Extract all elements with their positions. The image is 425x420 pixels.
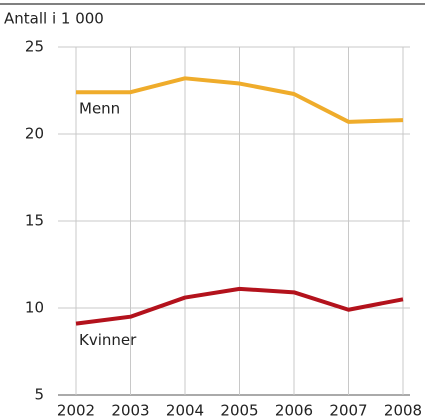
series-line <box>75 286 404 326</box>
x-tick-label: 2004 <box>166 402 204 420</box>
series-label: Kvinner <box>79 331 137 349</box>
y-tick-label: 25 <box>25 38 44 56</box>
x-tick-label: 2005 <box>220 402 258 420</box>
x-tick-label: 2003 <box>111 402 149 420</box>
y-axis-label: Antall i 1 000 <box>4 10 104 28</box>
x-tick-label: 2002 <box>57 402 95 420</box>
series-line <box>76 76 404 124</box>
y-tick-label: 20 <box>25 125 44 143</box>
y-tick-label: 15 <box>25 212 44 230</box>
y-tick-label: 10 <box>25 299 44 317</box>
series-label: Menn <box>79 100 120 118</box>
x-tick-label: 2008 <box>384 402 422 420</box>
y-tick-label: 5 <box>34 386 44 404</box>
x-tick-label: 2006 <box>275 402 313 420</box>
x-tick-label: 2007 <box>329 402 367 420</box>
